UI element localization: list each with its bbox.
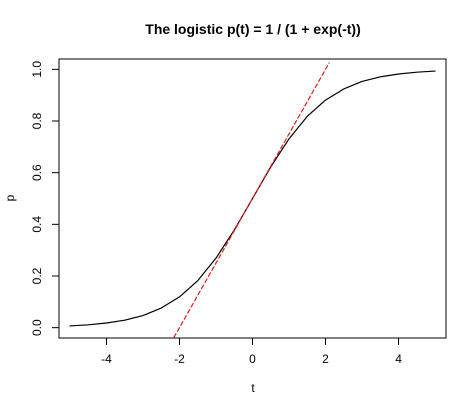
series-layer bbox=[69, 62, 436, 338]
y-axis: 0.0 0.2 0.4 0.6 0.8 1.0 bbox=[30, 61, 59, 336]
x-axis-label: t bbox=[251, 381, 255, 395]
y-tick-label: 0.2 bbox=[30, 267, 44, 284]
y-axis-label: p bbox=[3, 194, 17, 201]
x-tick-label: -4 bbox=[101, 352, 112, 366]
y-tick-label: 0.0 bbox=[30, 319, 44, 336]
x-tick-label: 2 bbox=[322, 352, 329, 366]
x-tick-label: -2 bbox=[174, 352, 185, 366]
x-tick-label: 0 bbox=[249, 352, 256, 366]
tangent-line bbox=[173, 62, 330, 338]
y-tick-label: 1.0 bbox=[30, 61, 44, 78]
y-tick-label: 0.6 bbox=[30, 164, 44, 181]
x-tick-label: 4 bbox=[395, 352, 402, 366]
y-tick-label: 0.8 bbox=[30, 112, 44, 129]
logistic-curve bbox=[69, 70, 436, 327]
chart-title: The logistic p(t) = 1 / (1 + exp(-t)) bbox=[145, 21, 360, 37]
y-tick-label: 0.4 bbox=[30, 216, 44, 233]
x-axis: -4 -2 0 2 4 bbox=[101, 338, 402, 366]
